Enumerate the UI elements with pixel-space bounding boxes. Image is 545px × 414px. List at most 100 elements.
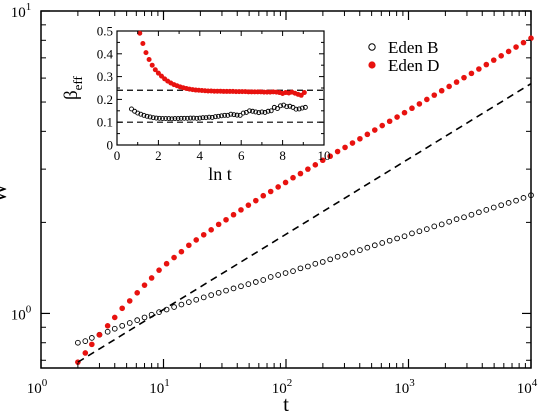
main-x-tick-label: 102 (272, 377, 293, 397)
main-point-eden-b (275, 272, 282, 278)
main-y-axis-label: W (0, 183, 11, 203)
main-point-eden-d (96, 331, 103, 338)
main-x-tick-exponent: 0 (42, 377, 48, 389)
main-point-eden-b (230, 285, 237, 292)
main-x-tick-label: 103 (394, 377, 415, 397)
inset-point-eden-b (225, 112, 231, 118)
inset-point-eden-b (181, 115, 187, 121)
main-point-eden-b (431, 223, 438, 230)
main-point-eden-d (319, 157, 326, 164)
inset-point-eden-b (144, 113, 150, 119)
main-point-eden-d (379, 122, 386, 129)
inset-y-axis-label: βeff (61, 75, 85, 100)
inset-point-eden-b (256, 110, 262, 116)
main-point-eden-b (223, 287, 229, 294)
inset-point-eden-b (184, 115, 190, 121)
main-point-eden-b (461, 214, 467, 221)
main-point-eden-b (319, 259, 326, 265)
main-point-eden-b (305, 263, 311, 270)
main-point-eden-d (134, 290, 141, 296)
main-point-eden-b (513, 197, 519, 204)
legend-label-eden-b: Eden B (388, 38, 439, 57)
main-point-eden-d (163, 260, 170, 267)
inset-point-eden-b (237, 112, 243, 118)
inset-point-eden-b (141, 112, 147, 118)
main-point-eden-d (178, 248, 185, 255)
inset-point-eden-b (138, 111, 144, 117)
inset-y-tick-label: 0.4 (97, 46, 114, 61)
inset-y-tick-label: 0.3 (97, 69, 113, 84)
inset-point-eden-b (212, 114, 218, 120)
main-point-eden-b (260, 277, 267, 283)
inset-plot: 0 2 4 6 8 10 0 0.1 0.2 0.3 0.4 0.5 ln t βeff (61, 24, 331, 185)
main-point-eden-b (200, 294, 207, 301)
main-point-eden-d (82, 350, 89, 356)
main-x-ticks: 100 101 102 103 104 (27, 11, 538, 397)
main-point-eden-b (267, 274, 274, 280)
inset-x-tick-label: 2 (155, 148, 162, 163)
main-point-eden-d (126, 298, 133, 304)
main-x-tick-exponent: 1 (164, 377, 170, 389)
inset-point-eden-b (169, 116, 175, 122)
inset-point-eden-b (222, 112, 228, 118)
main-point-eden-b (401, 233, 408, 240)
inset-point-eden-b (191, 115, 197, 121)
inset-point-eden-b (278, 103, 283, 109)
inset-point-eden-b (153, 115, 159, 121)
main-point-eden-b (371, 242, 378, 249)
main-point-eden-b (156, 309, 162, 315)
inset-point-eden-b (194, 115, 200, 121)
main-point-eden-b (468, 211, 475, 218)
inset-y-tick-label: 0 (107, 138, 114, 153)
main-dashed-reference (77, 83, 532, 363)
inset-point-eden-b (135, 110, 141, 116)
main-point-eden-d (186, 242, 192, 249)
main-point-eden-d (371, 127, 378, 133)
main-point-eden-d (401, 109, 408, 116)
inset-point-eden-b (262, 109, 268, 115)
inset-x-tick-label: 8 (279, 148, 286, 163)
main-point-eden-d (148, 275, 155, 281)
inset-point-eden-b (215, 113, 221, 119)
main-point-eden-d (282, 179, 289, 186)
main-point-eden-d (394, 114, 400, 120)
main-point-eden-b (126, 320, 133, 326)
main-point-eden-b (178, 301, 185, 308)
inset-x-ticks: 0 2 4 6 8 10 (114, 31, 331, 163)
inset-point-eden-b (271, 104, 277, 110)
main-y-tick-label: 101 (11, 1, 32, 21)
inset-point-eden-d (140, 41, 146, 47)
inset-y-tick-label: 0.1 (97, 115, 113, 130)
main-x-tick-label: 100 (27, 377, 48, 397)
main-point-eden-b (423, 226, 430, 232)
inset-background (117, 31, 324, 145)
inset-point-eden-b (150, 115, 156, 121)
inset-point-eden-b (234, 112, 240, 118)
main-point-eden-d (104, 323, 111, 329)
main-point-eden-b (334, 253, 341, 260)
main-point-eden-b (297, 265, 304, 272)
main-point-eden-b (119, 322, 126, 329)
inset-point-eden-b (302, 104, 308, 110)
main-y-tick-exponent: 1 (26, 1, 32, 13)
inset-point-eden-d (149, 62, 155, 68)
main-point-eden-d (334, 148, 341, 155)
inset-point-eden-d (152, 67, 158, 73)
main-point-eden-d (490, 57, 497, 63)
legend-label-eden-d: Eden D (388, 56, 439, 75)
inset-point-eden-b (206, 114, 212, 120)
main-y-tick-exponent: 0 (26, 303, 32, 315)
main-point-eden-b (438, 221, 445, 228)
main-point-eden-d (305, 166, 311, 172)
inset-y-tick-label: 0.2 (97, 92, 113, 107)
main-point-eden-d (416, 101, 423, 107)
main-point-eden-b (82, 338, 89, 344)
main-point-eden-b (312, 260, 319, 267)
main-series-eden-b (75, 192, 534, 346)
main-point-eden-b (111, 325, 118, 332)
main-point-eden-b (379, 240, 386, 246)
main-point-eden-d (193, 237, 200, 243)
main-point-eden-d (357, 135, 363, 142)
main-point-eden-b (342, 252, 348, 258)
inset-point-eden-b (200, 115, 206, 121)
